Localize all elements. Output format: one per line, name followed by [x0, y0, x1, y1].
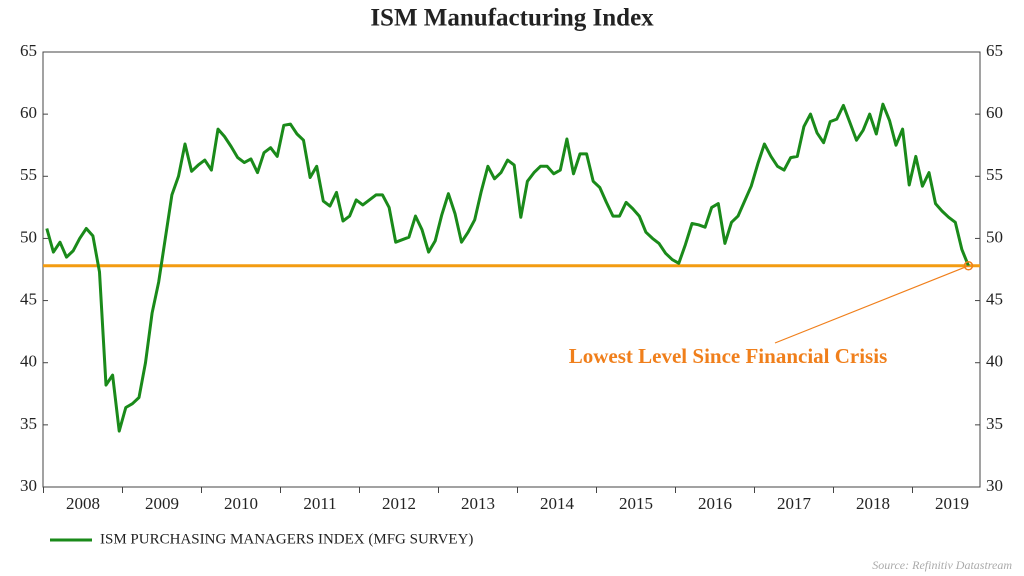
x-tick-label: 2018	[856, 494, 890, 513]
source: Source: Refinitiv Datastream	[872, 558, 1012, 572]
end-marker	[963, 261, 974, 271]
y2-tick-label: 35	[986, 414, 1003, 433]
y-tick-label: 60	[20, 103, 37, 122]
y2-tick-label: 50	[986, 227, 1003, 246]
x-tick-label: 2016	[698, 494, 732, 513]
x-tick-label: 2013	[461, 494, 495, 513]
x-tick-label: 2012	[382, 494, 416, 513]
x-tick-label: 2015	[619, 494, 653, 513]
y2-tick-label: 40	[986, 352, 1003, 371]
y2-tick-label: 55	[986, 165, 1003, 184]
y2-tick-label: 65	[986, 41, 1003, 60]
series-line	[45, 102, 970, 433]
y2-tick-label: 45	[986, 289, 1003, 308]
y-tick-label: 65	[20, 41, 37, 60]
y2-tick-label: 30	[986, 476, 1003, 495]
legend-label: ISM PURCHASING MANAGERS INDEX (MFG SURVE…	[100, 531, 473, 547]
y2-tick-label: 60	[986, 103, 1003, 122]
plot-frame	[42, 51, 981, 488]
y-tick-label: 45	[20, 289, 37, 308]
annotation-arrow	[774, 265, 969, 344]
x-tick-label: 2008	[66, 494, 100, 513]
annotation: Lowest Level Since Financial Crisis	[569, 344, 888, 368]
x-tick-label: 2019	[935, 494, 969, 513]
y-tick-label: 40	[20, 352, 37, 371]
x-tick-label: 2014	[540, 494, 575, 513]
y-tick-label: 30	[20, 476, 37, 495]
x-tick-label: 2010	[224, 494, 258, 513]
x-tick-label: 2009	[145, 494, 179, 513]
chart-title: ISM Manufacturing Index	[370, 5, 654, 32]
x-tick-label: 2017	[777, 494, 812, 513]
y-tick-label: 50	[20, 227, 37, 246]
y-tick-label: 35	[20, 414, 37, 433]
x-tick-label: 2011	[303, 494, 336, 513]
y-tick-label: 55	[20, 165, 37, 184]
